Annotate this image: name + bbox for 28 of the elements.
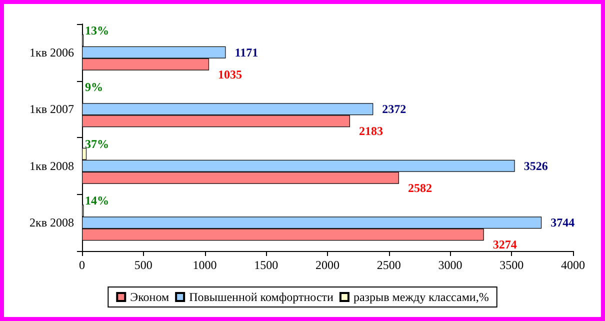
- data-label: 2372: [382, 102, 406, 116]
- data-label: 3526: [524, 158, 548, 173]
- y-tick-label: 1кв 2007: [30, 102, 74, 116]
- data-label: 1035: [218, 67, 242, 82]
- data-label: 13%: [85, 23, 109, 38]
- data-label: 2183: [358, 124, 383, 138]
- data-label: 9%: [85, 80, 103, 94]
- legend-label: Эконом: [130, 290, 170, 304]
- x-tick-label: 3500: [500, 258, 524, 272]
- data-label: 1171: [234, 45, 258, 60]
- x-tick-label: 2500: [376, 258, 401, 272]
- data-label: 2582: [408, 180, 432, 195]
- x-tick-label: 1500: [254, 258, 278, 272]
- data-label: 14%: [85, 194, 109, 208]
- x-tick-label: 1000: [192, 258, 217, 272]
- y-tick-label: 2кв 2008: [30, 216, 74, 230]
- data-label: 37%: [85, 136, 109, 151]
- legend-label: разрыв между классами,%: [353, 290, 489, 304]
- x-tick-label: 4000: [561, 258, 585, 272]
- x-tick-label: 3000: [438, 258, 462, 272]
- x-tick-label: 2000: [316, 258, 340, 272]
- y-tick-label: 1кв 2008: [30, 158, 74, 173]
- x-tick-label: 500: [134, 258, 152, 272]
- data-label: 3744: [550, 216, 575, 230]
- legend-label: Повышенной комфортности: [189, 290, 334, 304]
- x-tick-label: 0: [79, 258, 85, 272]
- data-label: 3274: [492, 238, 517, 252]
- y-tick-label: 1кв 2006: [30, 45, 74, 60]
